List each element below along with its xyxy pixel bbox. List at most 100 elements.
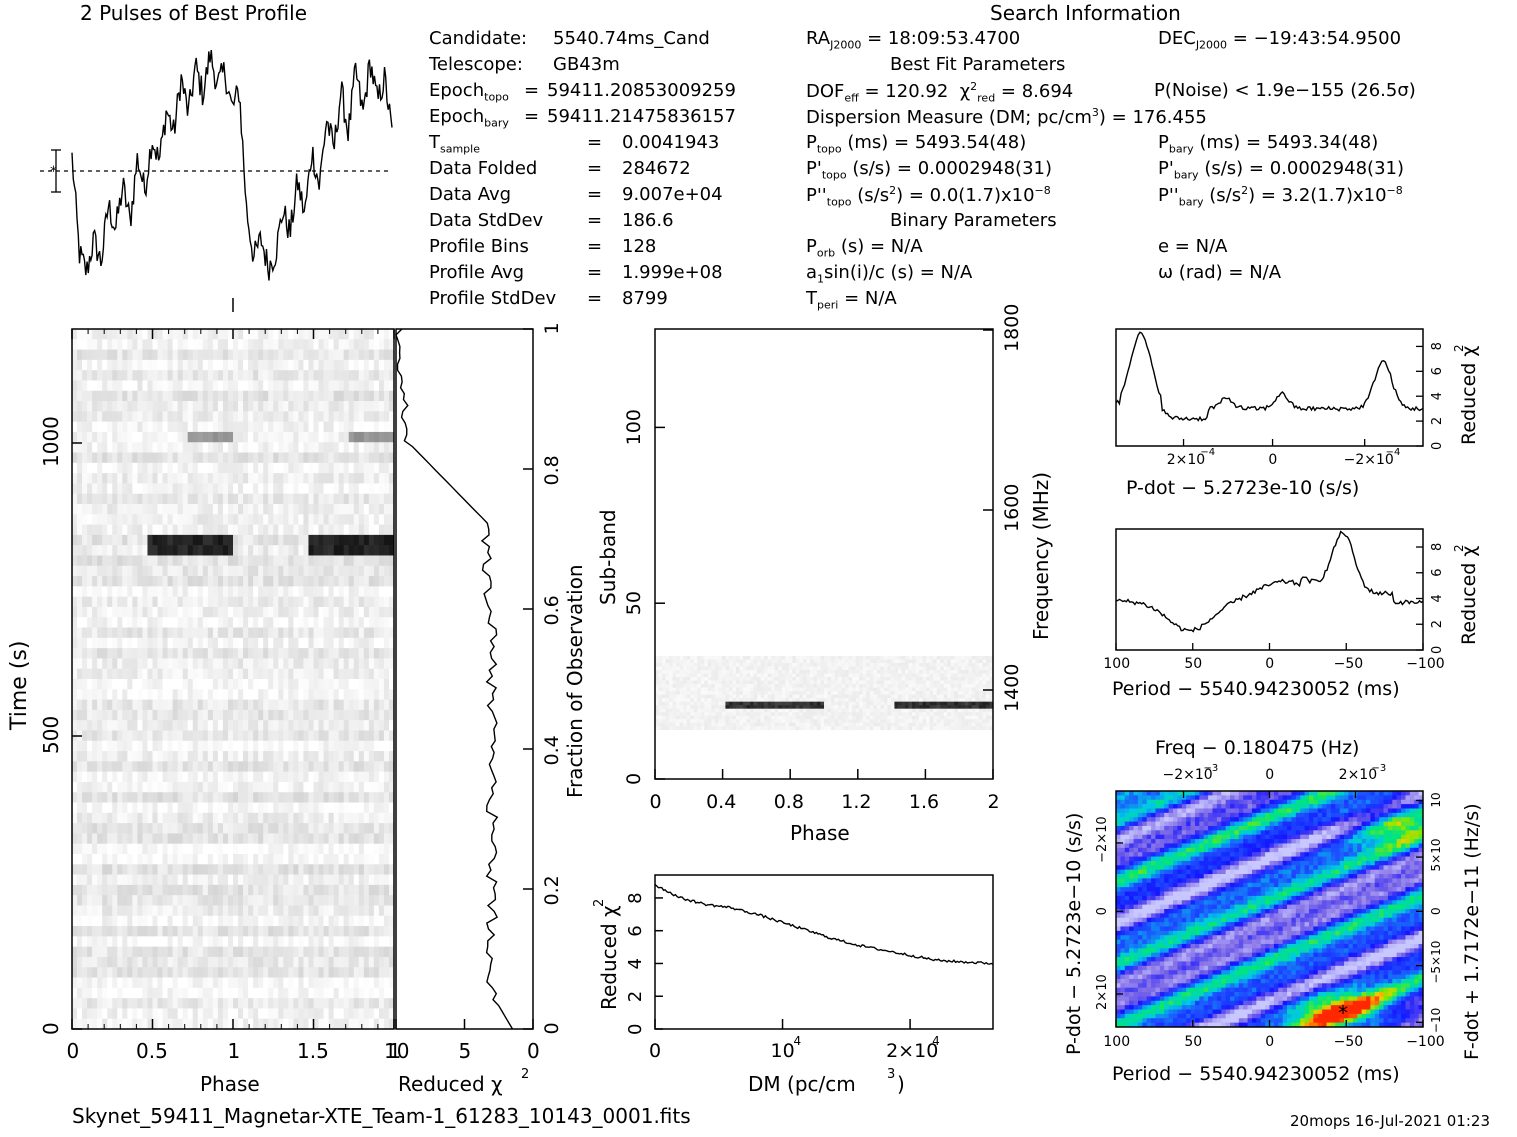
time-phase-cell [193,669,198,680]
time-phase-cell [203,813,208,824]
time-phase-cell [173,895,178,906]
time-phase-cell [354,761,359,772]
time-phase-cell [374,504,379,515]
time-phase-cell [238,422,243,433]
time-phase-cell [308,648,313,659]
time-phase-cell [344,432,349,443]
time-phase-cell [188,792,193,803]
subband-cell [891,656,895,660]
time-phase-cell [283,339,288,350]
time-phase-cell [334,844,339,855]
time-phase-cell [77,432,82,443]
time-phase-cell [117,833,122,844]
time-phase-cell [97,967,102,978]
subband-cell [799,656,803,660]
subband-cell [687,674,691,678]
time-phase-cell [107,730,112,741]
time-phase-cell [223,453,228,464]
time-phase-cell [278,813,283,824]
time-phase-cell [122,782,127,793]
subband-cell [768,667,772,671]
time-phase-cell [168,813,173,824]
time-phase-cell [213,730,218,741]
subband-cell [961,667,965,671]
time-phase-cell [349,473,354,484]
time-phase-cell [369,350,374,361]
subband-cell [722,674,726,678]
time-phase-cell [374,823,379,834]
time-phase-cell [163,988,168,999]
time-phase-cell [72,926,77,937]
time-phase-cell [349,597,354,608]
time-phase-cell [218,792,223,803]
time-phase-cell [308,895,313,906]
time-phase-cell [364,700,369,711]
time-phase-cell [188,658,193,669]
time-phase-cell [127,453,132,464]
time-phase-cell [147,803,152,814]
time-phase-cell [369,885,374,896]
time-phase-cell [102,648,107,659]
time-phase-cell [303,803,308,814]
time-phase-cell [142,761,147,772]
time-phase-cell [203,545,208,556]
time-phase-cell [369,700,374,711]
time-phase-cell [132,638,137,649]
time-phase-cell [208,1019,213,1030]
time-phase-cell [142,782,147,793]
time-phase-cell [112,875,117,886]
time-phase-cell [223,926,228,937]
time-phase-cell [208,813,213,824]
time-phase-cell [82,854,87,865]
subband-cell [849,659,853,663]
time-phase-cell [253,669,258,680]
time-phase-cell [303,792,308,803]
time-phase-cell [349,432,354,443]
time-phase-cell [379,350,384,361]
time-phase-cell [193,978,198,989]
time-phase-cell [107,947,112,958]
time-phase-cell [314,936,319,947]
time-phase-cell [334,792,339,803]
time-phase-cell [283,463,288,474]
time-phase-cell [248,453,253,464]
time-phase-cell [127,895,132,906]
time-phase-cell [293,792,298,803]
time-phase-cell [117,916,122,927]
time-phase-cell [273,679,278,690]
time-phase-cell [384,607,389,618]
time-phase-cell [364,566,369,577]
time-phase-cell [102,957,107,968]
time-phase-cell [379,875,384,886]
time-phase-cell [153,617,158,628]
time-phase-cell [183,710,188,721]
time-phase-cell [112,432,117,443]
time-phase-cell [258,545,263,556]
time-phase-cell [87,998,92,1009]
time-phase-cell [132,700,137,711]
time-phase-cell [168,453,173,464]
time-phase-cell [253,350,258,361]
time-phase-cell [168,401,173,412]
time-phase-cell [112,978,117,989]
time-phase-cell [334,628,339,639]
time-phase-cell [354,813,359,824]
time-phase-cell [188,720,193,731]
time-phase-cell [168,525,173,536]
time-phase-cell [334,730,339,741]
time-phase-cell [263,751,268,762]
time-phase-cell [268,658,273,669]
time-phase-cell [329,700,334,711]
time-phase-cell [303,586,308,597]
time-phase-cell [77,545,82,556]
time-phase-cell [268,473,273,484]
time-phase-cell [87,689,92,700]
time-phase-cell [203,730,208,741]
subband-cell [792,667,796,671]
time-phase-cell [339,597,344,608]
time-phase-cell [112,792,117,803]
time-phase-cell [253,391,258,402]
subband-cell [845,659,849,663]
time-phase-cell [374,617,379,628]
time-phase-cell [344,864,349,875]
